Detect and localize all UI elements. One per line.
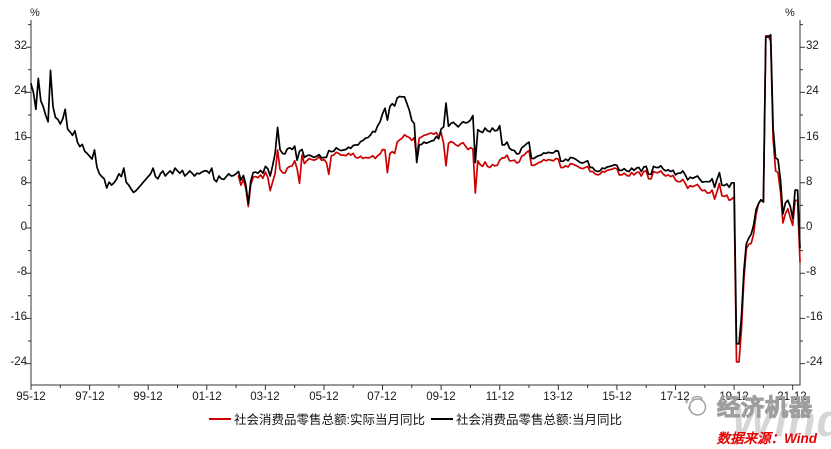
account-watermark: 经济机器 — [683, 392, 813, 423]
x-tick-label: 13-12 — [543, 391, 573, 403]
y-tick-label: 16 — [14, 131, 27, 143]
y-tick-label: 24 — [806, 85, 819, 97]
y-tick-label: -8 — [806, 266, 817, 278]
x-tick-label: 15-12 — [602, 391, 632, 403]
y-tick-label: 0 — [20, 221, 27, 233]
legend-line-real-icon — [209, 417, 232, 420]
y-tick-label: -16 — [806, 311, 823, 323]
source-note: 数据来源：Wind — [716, 431, 817, 446]
legend-label-real: 社会消费品零售总额:实际当月同比 — [234, 413, 425, 427]
legend-label-nominal: 社会消费品零售总额:当月同比 — [456, 413, 622, 427]
y-tick-label: -24 — [10, 356, 27, 368]
y-tick-label: -16 — [10, 311, 27, 323]
y-tick-label: 0 — [806, 221, 813, 233]
x-tick-label: 95-12 — [16, 391, 46, 403]
y-tick-label: 24 — [14, 85, 27, 97]
legend-item-nominal: 社会消费品零售总额:当月同比 — [431, 409, 622, 428]
legend-item-real: 社会消费品零售总额:实际当月同比 — [209, 409, 425, 428]
y-tick-label: -8 — [16, 266, 27, 278]
y-tick-label: 16 — [806, 131, 819, 143]
account-watermark-text: 经济机器 — [717, 394, 813, 420]
x-tick-label: 19-12 — [719, 391, 749, 403]
y-unit-right: % — [785, 7, 795, 19]
y-tick-label: 32 — [806, 40, 819, 52]
x-tick-label: 97-12 — [75, 391, 105, 403]
wind-watermark: Wind — [731, 395, 831, 446]
y-tick-label: 8 — [806, 176, 813, 188]
y-tick-label: 8 — [20, 176, 27, 188]
x-tick-label: 01-12 — [192, 391, 222, 403]
x-tick-label: 07-12 — [367, 391, 397, 403]
legend-line-nominal-icon — [431, 417, 453, 420]
y-tick-label: 32 — [14, 40, 27, 52]
x-tick-label: 21-12 — [777, 391, 807, 403]
x-tick-label: 03-12 — [250, 391, 280, 403]
x-tick-label: 99-12 — [133, 391, 163, 403]
y-tick-label: -24 — [806, 356, 823, 368]
x-tick-label: 05-12 — [309, 391, 339, 403]
y-unit-left: % — [30, 7, 40, 19]
legend: 社会消费品零售总额:实际当月同比 社会消费品零售总额:当月同比 — [0, 409, 831, 428]
account-logo-icon — [683, 392, 713, 423]
x-tick-label: 11-12 — [485, 391, 515, 403]
x-tick-label: 17-12 — [660, 391, 690, 403]
x-tick-label: 09-12 — [426, 391, 456, 403]
